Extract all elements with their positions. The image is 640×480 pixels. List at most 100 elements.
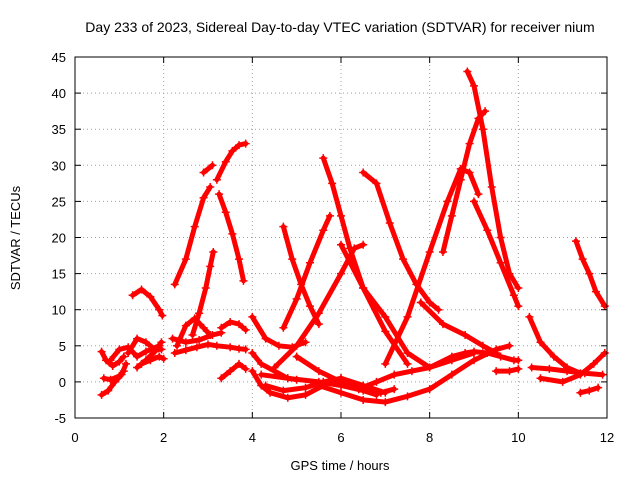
data-point xyxy=(514,284,523,293)
data-point xyxy=(563,367,572,376)
data-point xyxy=(558,377,567,386)
data-point xyxy=(133,334,142,343)
data-point xyxy=(170,349,179,358)
y-tick-label: 45 xyxy=(52,50,66,65)
data-point xyxy=(381,359,390,368)
data-point xyxy=(208,161,217,170)
data-point xyxy=(305,258,314,267)
data-point xyxy=(470,347,478,356)
data-point xyxy=(279,323,288,332)
data-point xyxy=(124,349,133,358)
data-point xyxy=(403,359,412,368)
data-point xyxy=(319,226,328,235)
data-point xyxy=(443,197,452,206)
data-point xyxy=(121,359,130,368)
data-point xyxy=(292,352,301,361)
data-point xyxy=(99,374,108,383)
data-point xyxy=(283,393,292,402)
data-point xyxy=(328,179,337,188)
data-point xyxy=(115,372,124,381)
data-point xyxy=(438,247,447,256)
y-tick-label: 0 xyxy=(59,375,66,390)
data-point xyxy=(425,363,434,372)
data-point xyxy=(248,349,257,358)
data-point xyxy=(141,347,150,356)
data-point xyxy=(416,298,425,307)
data-point xyxy=(447,211,456,220)
data-point xyxy=(292,294,301,303)
data-point xyxy=(199,323,208,332)
data-point xyxy=(399,255,408,264)
data-point xyxy=(261,334,270,343)
data-point xyxy=(478,125,487,134)
data-point xyxy=(337,374,345,383)
data-point xyxy=(359,284,368,293)
data-point xyxy=(545,364,554,373)
data-point xyxy=(97,347,106,356)
data-point xyxy=(403,312,412,321)
data-point xyxy=(235,359,244,368)
data-point xyxy=(438,320,447,329)
data-point xyxy=(217,374,226,383)
data-series xyxy=(97,67,609,407)
data-point xyxy=(257,359,266,368)
data-point xyxy=(385,219,394,228)
data-point xyxy=(359,168,368,177)
data-point xyxy=(239,276,248,285)
data-point xyxy=(314,367,323,376)
data-point xyxy=(470,197,478,206)
data-point xyxy=(461,349,470,358)
data-point xyxy=(585,269,594,278)
y-tick-label: 15 xyxy=(52,267,66,282)
data-point xyxy=(212,175,221,184)
series-arc-17 xyxy=(214,141,249,183)
data-point xyxy=(97,390,106,399)
data-point xyxy=(337,240,345,249)
data-point xyxy=(106,356,115,365)
data-point xyxy=(514,302,523,311)
data-point xyxy=(594,383,603,392)
data-point xyxy=(354,385,363,394)
data-point xyxy=(598,370,607,379)
data-point xyxy=(199,193,208,202)
data-point xyxy=(447,370,456,379)
data-point xyxy=(314,320,323,329)
data-point xyxy=(456,175,465,184)
data-point xyxy=(192,343,201,352)
data-point xyxy=(407,367,416,376)
data-point xyxy=(274,341,283,350)
data-point xyxy=(206,182,215,191)
data-point xyxy=(172,341,181,350)
data-point xyxy=(270,363,279,372)
data-point xyxy=(478,341,487,350)
data-point xyxy=(470,81,478,90)
data-point xyxy=(297,280,306,289)
data-point xyxy=(492,349,501,358)
data-point xyxy=(170,280,179,289)
data-point xyxy=(496,258,505,267)
series-arc-8 xyxy=(139,354,167,367)
data-point xyxy=(248,367,257,376)
data-point xyxy=(292,341,301,350)
data-point xyxy=(305,302,314,311)
data-point xyxy=(359,240,368,249)
data-point xyxy=(221,157,230,166)
data-point xyxy=(403,349,412,358)
y-tick-label: 10 xyxy=(52,303,66,318)
data-point xyxy=(137,359,146,368)
data-point xyxy=(325,211,334,220)
data-point xyxy=(505,367,514,376)
data-point xyxy=(381,327,390,336)
data-point xyxy=(381,398,390,407)
data-point xyxy=(345,244,354,253)
data-point xyxy=(241,139,250,148)
y-tick-label: 30 xyxy=(52,158,66,173)
data-point xyxy=(425,247,434,256)
x-tick-label: 10 xyxy=(511,430,525,445)
data-point xyxy=(201,284,210,293)
data-point xyxy=(465,168,474,177)
data-point xyxy=(158,311,167,320)
data-point xyxy=(463,67,472,76)
data-point xyxy=(571,237,580,246)
